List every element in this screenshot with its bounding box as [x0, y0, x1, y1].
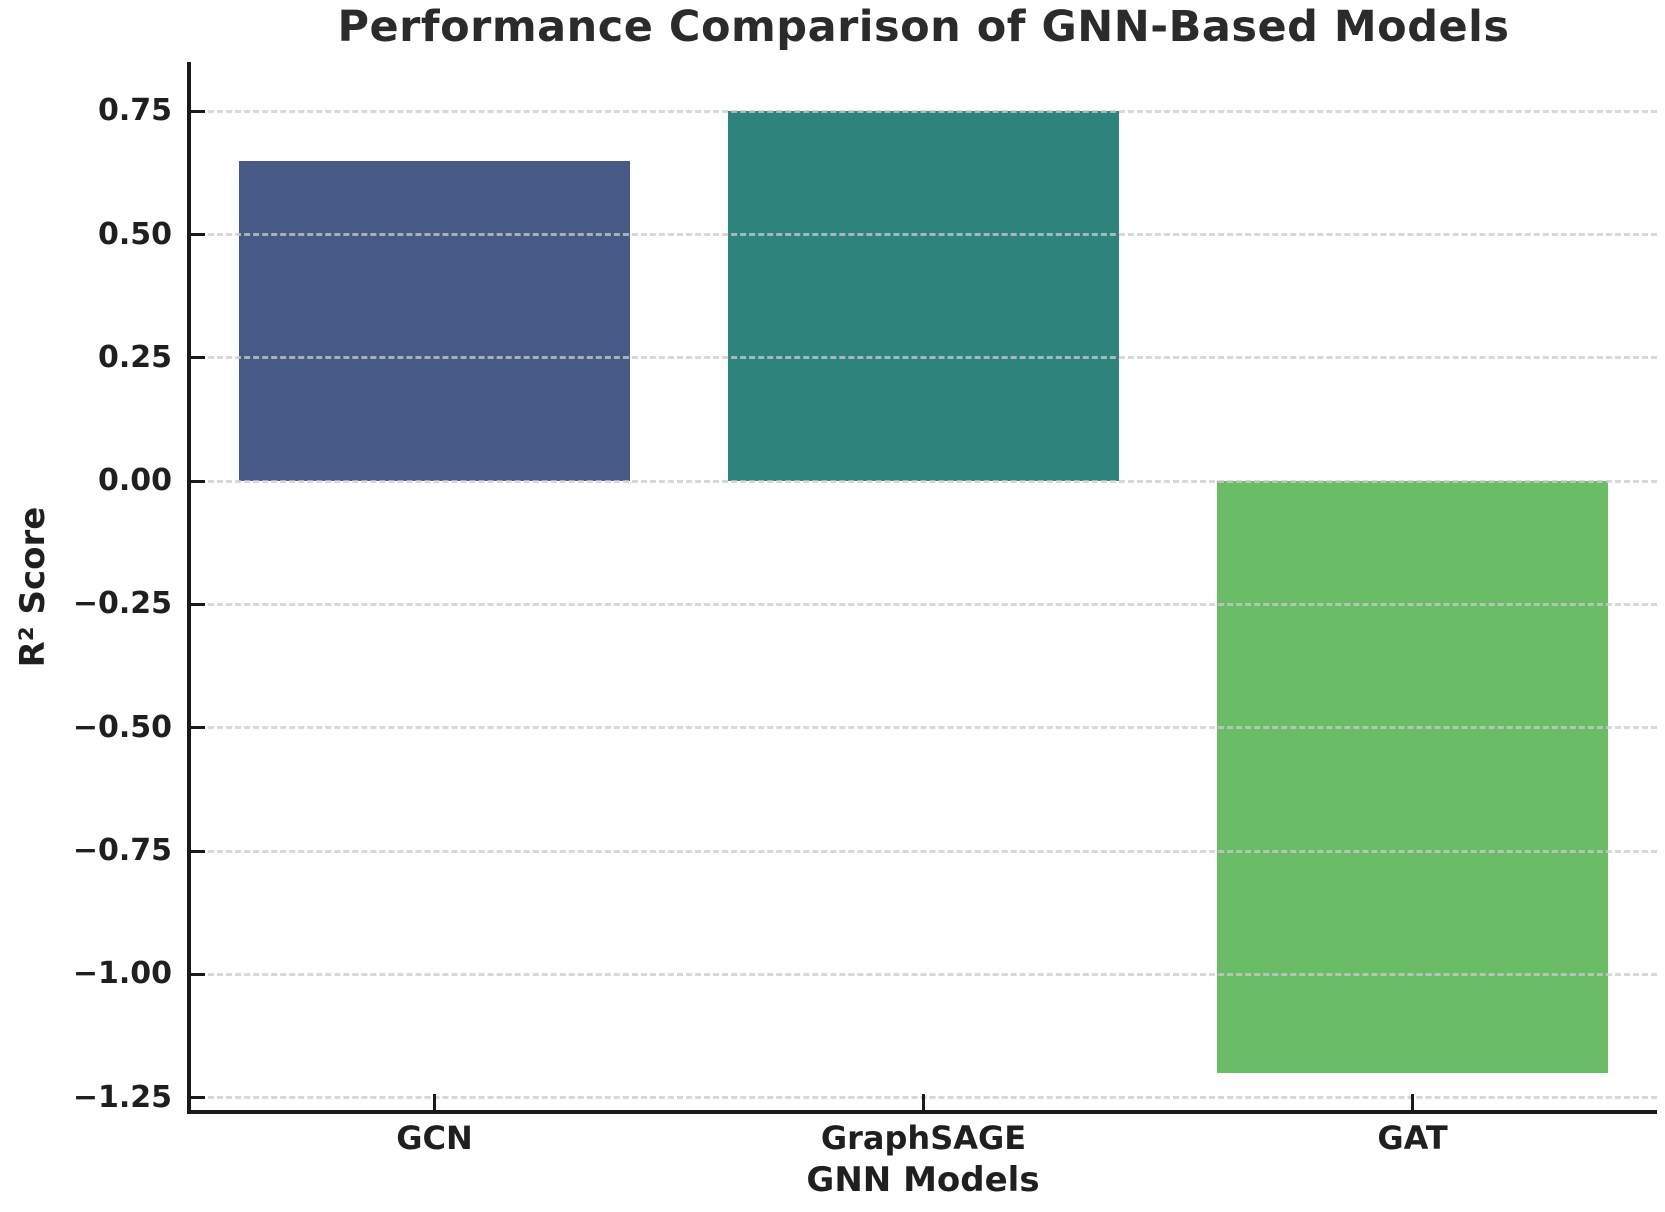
y-tick-mark	[190, 233, 205, 237]
y-tick-mark	[190, 109, 205, 113]
y-tick-mark	[190, 356, 205, 360]
bar-gcn	[238, 160, 631, 482]
bar-graphsage	[727, 111, 1120, 482]
y-tick-mark	[190, 972, 205, 976]
y-axis-spine	[187, 62, 191, 1113]
y-tick-mark	[190, 726, 205, 730]
x-tick-label: GAT	[1377, 1119, 1448, 1157]
y-tick-label: 0.75	[97, 93, 172, 129]
y-tick-label: −0.25	[72, 586, 172, 622]
y-tick-mark	[190, 602, 205, 606]
x-tick-label: GraphSAGE	[820, 1119, 1027, 1157]
y-tick-label: 0.25	[97, 339, 172, 375]
x-tick-mark	[922, 1094, 925, 1110]
x-tick-mark	[433, 1094, 436, 1110]
y-tick-label: 0.50	[97, 216, 172, 252]
chart-title: Performance Comparison of GNN-Based Mode…	[337, 2, 1510, 52]
bar-gat	[1216, 481, 1609, 1073]
y-tick-label: −1.00	[72, 956, 172, 992]
y-tick-mark	[190, 479, 205, 483]
y-tick-mark	[190, 1096, 205, 1100]
y-tick-label: −0.50	[72, 709, 172, 745]
x-axis-label: GNN Models	[806, 1160, 1040, 1200]
y-tick-label: 0.00	[97, 463, 172, 499]
x-tick-label: GCN	[396, 1119, 473, 1157]
x-axis-spine	[187, 1110, 1657, 1114]
y-tick-label: −1.25	[72, 1079, 172, 1115]
x-tick-mark	[1411, 1094, 1414, 1110]
y-tick-mark	[190, 849, 205, 853]
y-tick-label: −0.75	[72, 833, 172, 869]
